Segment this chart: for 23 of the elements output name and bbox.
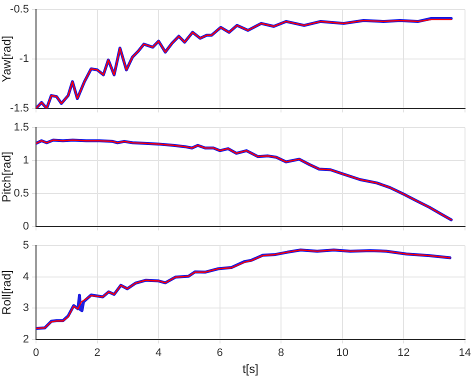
y-tick-label: -1.5 [10, 102, 29, 114]
x-tick-label: 2 [94, 347, 100, 360]
x-tick-label: 6 [216, 347, 223, 360]
y-tick-label: -1 [19, 53, 29, 66]
x-axis-title: t[s] [242, 362, 258, 376]
x-tick-label: 8 [278, 347, 284, 360]
y-tick-label: 2 [22, 333, 29, 346]
y-axis-title: Roll[rad] [0, 270, 14, 315]
y-axis-title: Yaw[rad] [0, 36, 14, 82]
y-tick-label: 3 [22, 302, 29, 314]
x-tick-label: 10 [336, 347, 348, 360]
y-tick-label: 1.5 [14, 122, 29, 134]
x-tick-label: 14 [458, 347, 472, 360]
x-tick-label: 12 [397, 347, 410, 360]
y-tick-label: 0.5 [14, 188, 29, 200]
x-tick-label: 4 [155, 347, 162, 360]
x-tick-label: 0 [32, 347, 40, 360]
y-tick-label: -0.5 [10, 4, 29, 16]
y-tick-label: 5 [22, 240, 29, 252]
y-tick-label: 4 [22, 270, 29, 283]
y-tick-label: 1 [22, 154, 29, 167]
y-tick-label: 0 [22, 220, 29, 232]
y-axis-title: Pitch[rad] [0, 152, 14, 202]
